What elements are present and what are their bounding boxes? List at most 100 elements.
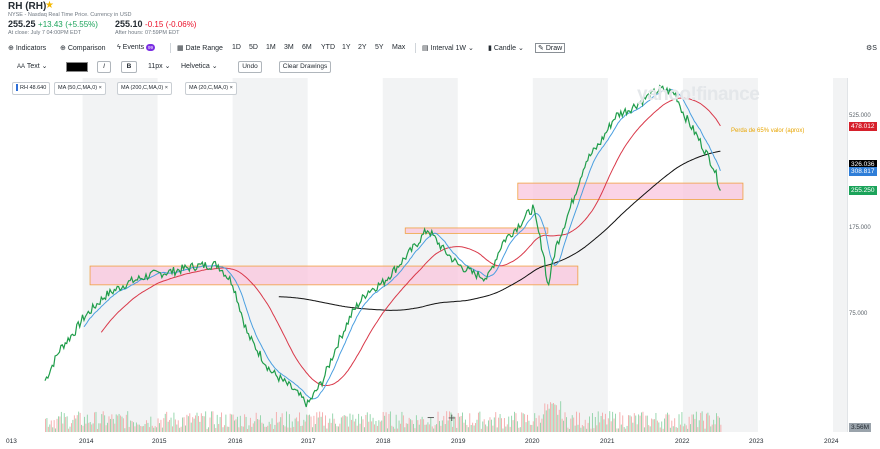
- zoom-out-button[interactable]: −: [427, 410, 435, 425]
- date-range-button[interactable]: ▦ Date Range: [177, 45, 223, 52]
- volume-bar: [501, 418, 502, 432]
- volume-bar: [564, 412, 566, 432]
- volume-bar: [356, 425, 358, 432]
- undo-button[interactable]: Undo: [238, 61, 262, 73]
- volume-bar: [641, 412, 642, 432]
- volume-bar: [629, 415, 631, 432]
- range-5y[interactable]: 5Y: [375, 44, 384, 51]
- volume-bar: [88, 422, 90, 432]
- price-chart[interactable]: [0, 78, 848, 432]
- volume-bar: [241, 426, 243, 432]
- volume-bar: [417, 420, 419, 432]
- close-icon[interactable]: ×: [229, 85, 233, 91]
- volume-bar: [662, 428, 664, 432]
- range-2y[interactable]: 2Y: [358, 44, 367, 51]
- volume-bar: [161, 427, 163, 432]
- volume-bar: [79, 412, 81, 432]
- volume-bar: [707, 412, 709, 432]
- volume-bar: [371, 421, 373, 432]
- volume-bar: [576, 411, 578, 432]
- volume-bar: [198, 416, 199, 432]
- volume-bar: [617, 428, 619, 432]
- font-size-dropdown[interactable]: 11px ⌄: [148, 63, 171, 70]
- volume-bar: [685, 425, 687, 432]
- volume-bar: [248, 425, 250, 432]
- bold-toggle[interactable]: B: [121, 61, 137, 73]
- volume-bar: [56, 418, 58, 432]
- volume-bar: [169, 419, 171, 432]
- close-icon[interactable]: ×: [98, 85, 102, 91]
- current-price: 255.25 +13.43 (+5.55%): [8, 19, 98, 29]
- volume-bar: [635, 415, 637, 432]
- volume-bar: [112, 418, 114, 432]
- volume-bar: [557, 414, 559, 432]
- volume-bar: [490, 419, 492, 432]
- volume-bar: [506, 424, 508, 432]
- range-max[interactable]: Max: [392, 44, 406, 51]
- color-swatch[interactable]: [66, 62, 88, 72]
- volume-bar: [400, 423, 401, 432]
- volume-bar: [649, 426, 651, 432]
- volume-bar: [691, 414, 693, 432]
- legend-rh[interactable]: RH 48.640: [12, 82, 51, 95]
- volume-bar: [316, 412, 318, 432]
- volume-bar: [287, 427, 289, 432]
- ah-price-value: 255.10: [115, 19, 143, 29]
- indicators-icon: ⊕: [8, 45, 14, 52]
- legend-ma50[interactable]: MA (50,C,MA,0) ×: [54, 82, 106, 95]
- indicators-button[interactable]: ⊕ Indicators: [8, 45, 47, 52]
- range-6m[interactable]: 6M: [302, 44, 312, 51]
- volume-bar: [69, 426, 71, 432]
- volume-bar: [78, 411, 80, 432]
- volume-bar: [284, 426, 286, 432]
- volume-bar: [355, 418, 357, 432]
- volume-bar: [430, 417, 432, 432]
- volume-bar: [439, 421, 440, 432]
- volume-bar: [372, 417, 374, 432]
- comparison-button[interactable]: ⊕ Comparison: [60, 45, 106, 52]
- volume-bar: [489, 417, 491, 432]
- volume-bar: [199, 421, 201, 432]
- interval-dropdown[interactable]: ▤ Interval 1W ⌄: [422, 45, 474, 52]
- candle-icon: ▮: [488, 45, 492, 52]
- volume-bar: [671, 420, 673, 432]
- volume-bar: [532, 421, 534, 432]
- watchlist-star-icon[interactable]: ★: [45, 0, 54, 11]
- volume-bar: [335, 423, 337, 432]
- volume-bar: [612, 411, 614, 432]
- range-5d[interactable]: 5D: [249, 44, 258, 51]
- volume-bar: [140, 426, 142, 432]
- volume-bar: [717, 416, 719, 432]
- volume-bar: [525, 422, 527, 432]
- range-1y[interactable]: 1Y: [342, 44, 351, 51]
- range-3m[interactable]: 3M: [284, 44, 294, 51]
- zoom-in-button[interactable]: +: [448, 410, 456, 425]
- volume-bar: [117, 415, 119, 432]
- chart-type-dropdown[interactable]: ▮ Candle ⌄: [488, 45, 524, 52]
- volume-bar: [714, 424, 716, 432]
- volume-bar: [499, 414, 501, 432]
- font-family-dropdown[interactable]: Helvetica ⌄: [181, 63, 218, 70]
- volume-bar: [646, 415, 648, 432]
- range-ytd[interactable]: YTD: [321, 44, 335, 51]
- volume-bar: [466, 424, 468, 432]
- events-button[interactable]: ϟ Events 99: [117, 44, 156, 51]
- settings-button[interactable]: ⚙S: [866, 45, 877, 52]
- volume-bar: [594, 416, 596, 432]
- clear-drawings-button[interactable]: Clear Drawings: [279, 61, 331, 73]
- italic-toggle[interactable]: I: [97, 61, 111, 73]
- volume-bar: [511, 415, 513, 432]
- legend-ma20[interactable]: MA (20,C,MA,0) ×: [185, 82, 237, 95]
- volume-bar: [206, 428, 208, 432]
- draw-button[interactable]: ✎ Draw: [535, 43, 566, 53]
- range-1d[interactable]: 1D: [232, 44, 241, 51]
- volume-bar: [378, 420, 380, 432]
- close-icon[interactable]: ×: [164, 85, 168, 91]
- legend-ma200[interactable]: MA (200,C,MA,0) ×: [117, 82, 172, 95]
- range-1m[interactable]: 1M: [266, 44, 276, 51]
- text-tool-dropdown[interactable]: AA Text ⌄: [17, 63, 48, 70]
- volume-bar: [389, 411, 391, 432]
- volume-bar: [476, 419, 478, 432]
- volume-bar: [345, 415, 347, 432]
- volume-bar: [193, 418, 195, 432]
